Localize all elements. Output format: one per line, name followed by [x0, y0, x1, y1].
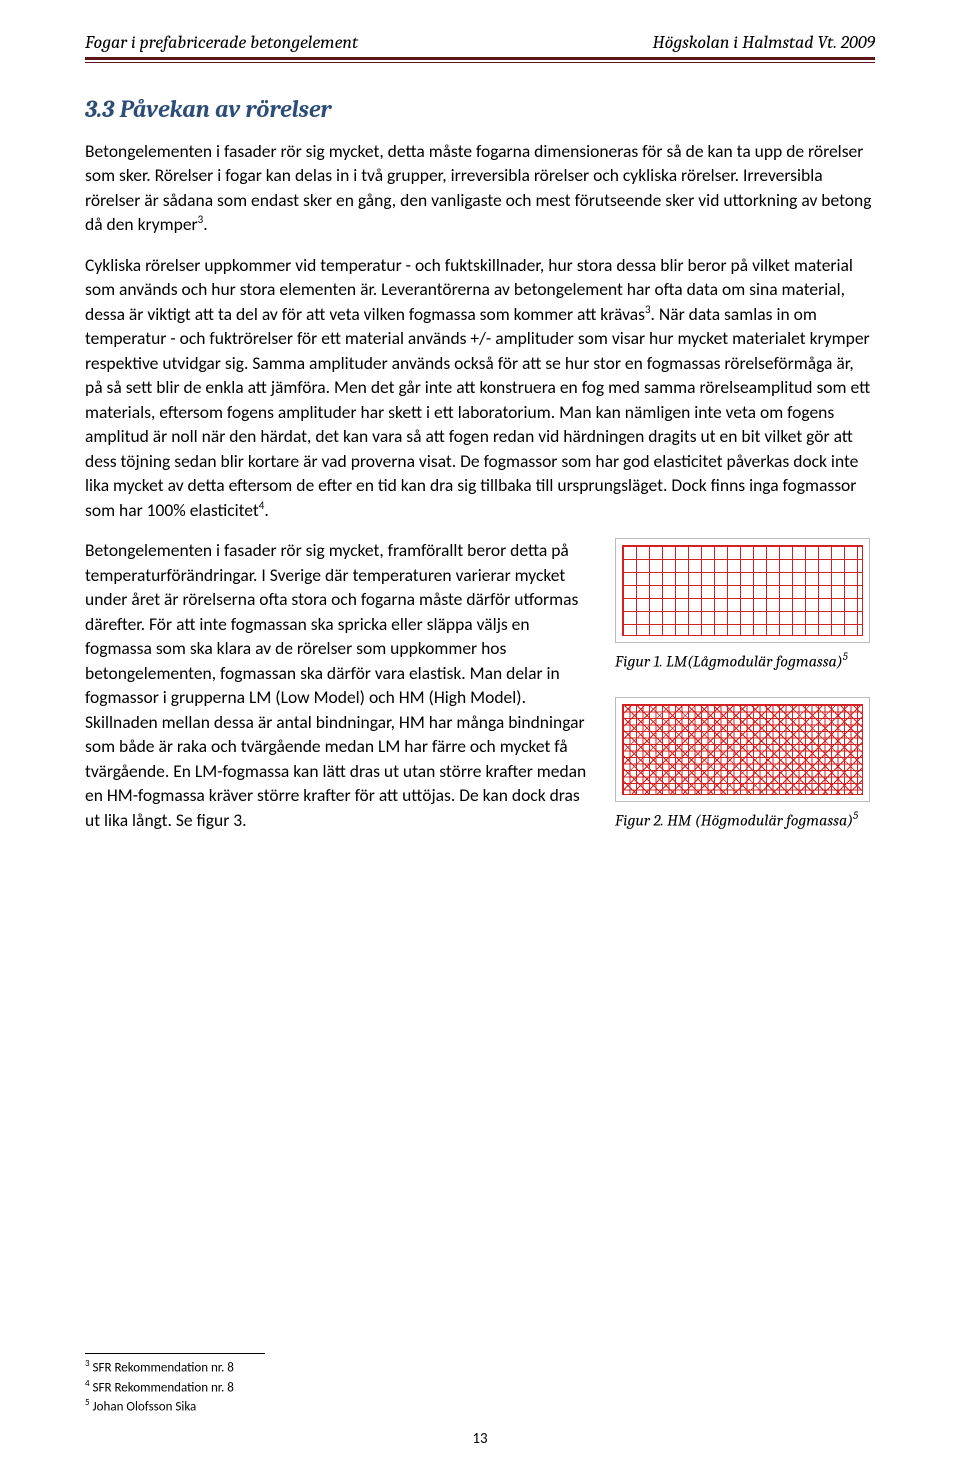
paragraph-1: Betongelementen i fasader rör sig mycket… [85, 139, 875, 237]
hm-grid-pattern [622, 704, 863, 795]
footnotes-block: 3 SFR Rekommendation nr. 8 4 SFR Rekomme… [85, 1353, 875, 1417]
lm-grid-pattern [622, 545, 863, 636]
left-text-column: Betongelementen i fasader rör sig mycket… [85, 538, 587, 848]
figures-column: Figur 1. LM(Lågmodulär fogmassa)5 Figur … [615, 538, 875, 849]
figure-1-caption: Figur 1. LM(Lågmodulär fogmassa)5 [615, 649, 875, 673]
figure-1-lm [615, 538, 870, 643]
paragraph-3: Betongelementen i fasader rör sig mycket… [85, 538, 587, 832]
header-rule-thick [85, 57, 875, 60]
figure-2-caption: Figur 2. HM (Högmodulär fogmassa)5 [615, 808, 875, 832]
footnote-separator [85, 1353, 265, 1354]
footnote-num-3: 3 [85, 1358, 90, 1369]
footnote-ref-5b: 5 [853, 809, 858, 822]
paragraph-1-end: . [203, 213, 207, 235]
header-left: Fogar i prefabricerade betongelement [85, 30, 358, 55]
header-rule-thin [85, 62, 875, 63]
paragraph-2c: . [264, 499, 268, 521]
section-heading: 3.3 Påvekan av rörelser [85, 93, 875, 127]
figure-2-caption-text: Figur 2. HM (Högmodulär fogmassa) [615, 811, 853, 829]
footnote-3: 3 SFR Rekommendation nr. 8 [85, 1358, 875, 1378]
header-right: Högskolan i Halmstad Vt. 2009 [653, 30, 875, 55]
footnote-num-5: 5 [85, 1397, 90, 1408]
figure-2-hm [615, 697, 870, 802]
paragraph-2b: . När data samlas in om temperatur - och… [85, 303, 870, 521]
page: Fogar i prefabricerade betongelement Hög… [0, 0, 960, 1472]
footnote-4: 4 SFR Rekommendation nr. 8 [85, 1378, 875, 1398]
two-column-block: Betongelementen i fasader rör sig mycket… [85, 538, 875, 849]
footnote-5: 5 Johan Olofsson Sika [85, 1397, 875, 1417]
paragraph-2: Cykliska rörelser uppkommer vid temperat… [85, 253, 875, 523]
figure-1-caption-text: Figur 1. LM(Lågmodulär fogmassa) [615, 653, 843, 671]
footnote-4-text: SFR Rekommendation nr. 8 [93, 1380, 234, 1395]
page-header: Fogar i prefabricerade betongelement Hög… [85, 30, 875, 57]
footnote-ref-5a: 5 [843, 650, 848, 663]
footnote-3-text: SFR Rekommendation nr. 8 [93, 1361, 234, 1376]
page-number: 13 [0, 1429, 960, 1450]
footnote-5-text: Johan Olofsson Sika [93, 1400, 197, 1415]
footnote-num-4: 4 [85, 1378, 90, 1389]
